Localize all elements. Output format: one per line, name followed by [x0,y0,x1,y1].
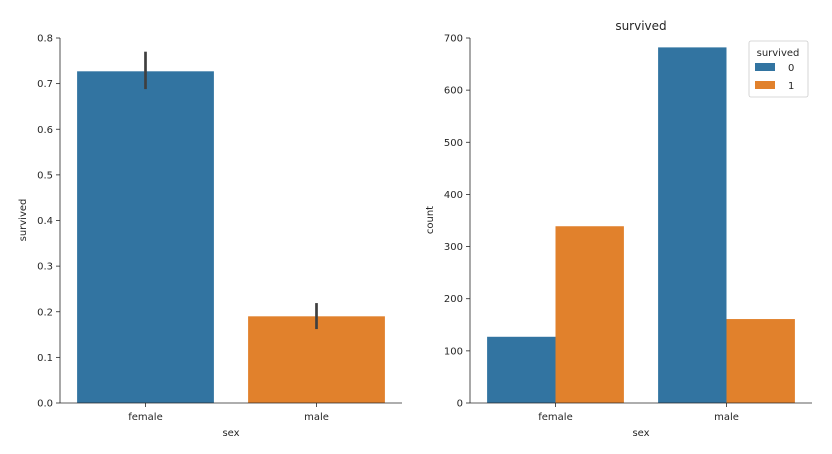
legend-swatch-1 [755,81,775,89]
right-bars [487,47,795,404]
bar-female-survived-0 [487,336,556,403]
left-x-axis-label: sex [222,428,239,439]
right-ytick-label: 100 [444,346,463,357]
legend-title: survived [757,48,800,59]
left-ytick-label: 0.1 [37,353,53,364]
right-ytick-label: 300 [444,242,463,253]
legend-label-0: 0 [788,63,794,74]
legend-label-1: 1 [788,81,794,92]
right-ytick-label: 200 [444,294,463,305]
left-y-axis-label: survived [18,199,29,242]
left-bars [77,71,385,404]
right-ytick-label: 700 [444,34,463,45]
left-ytick-label: 0.6 [37,125,53,136]
right-y-axis-label: count [425,206,436,234]
right-xtick-label: female [538,412,572,423]
left-ytick-label: 0.8 [37,34,53,45]
survival-rate-bar-chart: 0.0 0.1 0.2 0.3 0.4 0.5 0.6 0.7 0.8 female male s… [18,34,402,439]
left-ytick-label: 0.3 [37,262,53,273]
left-ytick-label: 0.5 [37,170,53,181]
right-ytick-label: 400 [444,190,463,201]
left-ytick-label: 0.4 [37,216,53,227]
left-ytick-label: 0.0 [37,399,53,410]
legend-swatch-0 [755,63,775,71]
right-x-axis-label: sex [632,428,649,439]
bar-female-survived-1 [555,226,624,403]
right-ytick-label: 0 [457,399,463,410]
right-ytick-label: 500 [444,138,463,149]
survival-count-bar-chart: survived 0 100 200 300 400 500 600 700 female ma… [425,19,812,439]
left-ytick-label: 0.7 [37,79,53,90]
bar-male-survived-0 [658,47,727,404]
left-ytick-label: 0.2 [37,307,53,318]
right-x-axis-ticks: female male [538,403,739,423]
legend: survived 0 1 [748,40,809,98]
right-ytick-label: 600 [444,86,463,97]
left-error-bars [144,51,318,330]
left-y-axis-ticks: 0.0 0.1 0.2 0.3 0.4 0.5 0.6 0.7 0.8 [37,34,60,410]
right-y-axis-ticks: 0 100 200 300 400 500 600 700 [444,34,470,410]
right-chart-title: survived [615,19,666,33]
left-xtick-label: male [304,412,329,423]
bar-male [248,316,385,403]
right-xtick-label: male [714,412,739,423]
left-xtick-label: female [128,412,162,423]
bar-female [77,71,214,404]
left-x-axis-ticks: female male [128,403,329,423]
bar-male-survived-1 [726,319,795,403]
